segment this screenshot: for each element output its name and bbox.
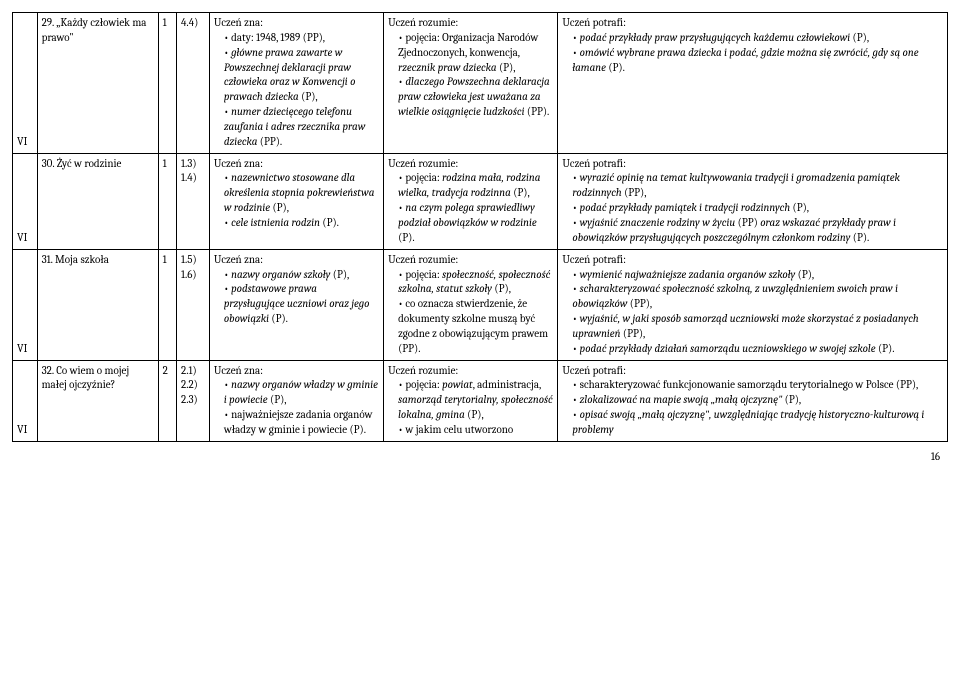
- col-topic: 29. „Każdy człowiek ma prawo": [37, 13, 158, 154]
- col-vi: VI: [13, 360, 38, 441]
- col-count: 1: [158, 153, 176, 249]
- col-ref: 1.5) 1.6): [177, 249, 210, 360]
- col-ref: 4.4): [177, 13, 210, 154]
- col-can: Uczeń potrafi:podać przykłady praw przys…: [558, 13, 948, 154]
- col-understands: Uczeń rozumie:pojęcia: Organizacja Narod…: [384, 13, 558, 154]
- col-count: 1: [158, 13, 176, 154]
- col-can: Uczeń potrafi:scharakteryzować funkcjono…: [558, 360, 948, 441]
- page-number: 16: [12, 442, 948, 463]
- col-vi: VI: [13, 13, 38, 154]
- table-row: VI31. Moja szkoła11.5) 1.6)Uczeń zna:naz…: [13, 249, 948, 360]
- col-understands: Uczeń rozumie:pojęcia: powiat, administr…: [384, 360, 558, 441]
- col-vi: VI: [13, 153, 38, 249]
- table-row: VI32. Co wiem o mojej małej ojczyźnie?22…: [13, 360, 948, 441]
- col-can: Uczeń potrafi:wymienić najważniejsze zad…: [558, 249, 948, 360]
- col-ref: 1.3) 1.4): [177, 153, 210, 249]
- col-count: 1: [158, 249, 176, 360]
- col-knows: Uczeń zna:nazwy organów władzy w gminie …: [209, 360, 383, 441]
- curriculum-table: VI29. „Każdy człowiek ma prawo"14.4)Ucze…: [12, 12, 948, 442]
- col-can: Uczeń potrafi:wyrazić opinię na temat ku…: [558, 153, 948, 249]
- col-knows: Uczeń zna:daty: 1948, 1989 (PP),główne p…: [209, 13, 383, 154]
- col-understands: Uczeń rozumie:pojęcia: społeczność, społ…: [384, 249, 558, 360]
- col-topic: 32. Co wiem o mojej małej ojczyźnie?: [37, 360, 158, 441]
- col-understands: Uczeń rozumie:pojęcia: rodzina mała, rod…: [384, 153, 558, 249]
- col-ref: 2.1) 2.2) 2.3): [177, 360, 210, 441]
- col-topic: 30. Żyć w rodzinie: [37, 153, 158, 249]
- table-row: VI30. Żyć w rodzinie11.3) 1.4)Uczeń zna:…: [13, 153, 948, 249]
- table-row: VI29. „Każdy człowiek ma prawo"14.4)Ucze…: [13, 13, 948, 154]
- col-vi: VI: [13, 249, 38, 360]
- col-topic: 31. Moja szkoła: [37, 249, 158, 360]
- col-count: 2: [158, 360, 176, 441]
- col-knows: Uczeń zna:nazwy organów szkoły (P),podst…: [209, 249, 383, 360]
- col-knows: Uczeń zna:nazewnictwo stosowane dla okre…: [209, 153, 383, 249]
